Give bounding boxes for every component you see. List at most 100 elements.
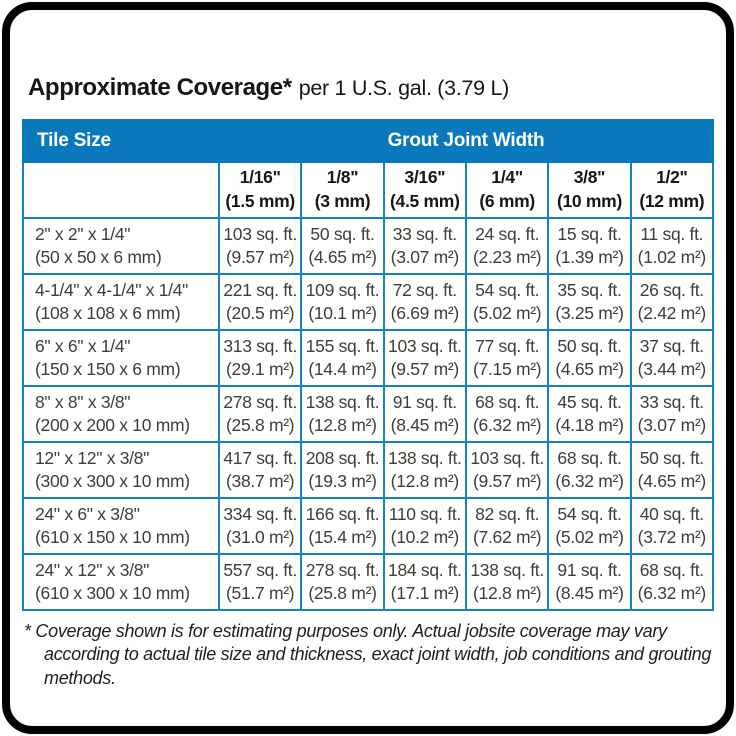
table-row: 2" x 2" x 1/4" (50 x 50 x 6 mm) 103 sq. ft… (22, 217, 715, 275)
coverage-m2: (4.65 m²) (637, 471, 707, 491)
coverage-cell: 54 sq. ft. (5.02 m²) (547, 497, 632, 555)
coverage-sqft: 82 sq. ft. (475, 503, 540, 524)
coverage-m2: (17.1 m²) (390, 583, 460, 603)
coverage-cell: 24 sq. ft. (2.23 m²) (464, 217, 550, 275)
coverage-sqft: 24 sq. ft. (475, 223, 540, 244)
grout-width-column-header: 1/8" (3 mm) (300, 161, 385, 219)
coverage-cell: 334 sq. ft. (31.0 m²) (217, 497, 303, 555)
coverage-sqft: 557 sq. ft. (223, 559, 297, 580)
coverage-m2: (2.23 m²) (473, 247, 542, 267)
coverage-cell: 26 sq. ft. (2.42 m²) (629, 273, 715, 331)
coverage-cell: 82 sq. ft. (7.62 m²) (464, 497, 550, 555)
coverage-sqft: 103 sq. ft. (470, 447, 544, 468)
coverage-sqft: 68 sq. ft. (639, 559, 704, 580)
column-width-inches: 1/4" (491, 167, 523, 188)
coverage-sqft: 166 sq. ft. (305, 503, 380, 524)
column-width-mm: (12 mm) (639, 191, 705, 211)
coverage-sqft: 11 sq. ft. (640, 223, 704, 244)
coverage-m2: (31.0 m²) (226, 527, 295, 547)
coverage-m2: (12.8 m²) (473, 583, 542, 603)
coverage-cell: 37 sq. ft. (3.44 m²) (629, 329, 715, 387)
title-main: Approximate Coverage* (28, 74, 292, 101)
coverage-cell: 33 sq. ft. (3.07 m²) (382, 217, 467, 275)
coverage-cell: 109 sq. ft. (10.1 m²) (300, 273, 385, 331)
coverage-sqft: 54 sq. ft. (475, 279, 540, 300)
tile-size-inches: 12" x 12" x 3/8" (35, 447, 150, 468)
column-header-row: 1/16" (1.5 mm) 1/8" (3 mm) 3/16" (4.5 mm) 1/4"… (22, 161, 715, 219)
tile-size-mm: (610 x 300 x 10 mm) (35, 583, 190, 603)
coverage-m2: (14.4 m²) (308, 359, 377, 379)
tile-size-mm: (200 x 200 x 10 mm) (35, 415, 190, 435)
tile-size-mm: (108 x 108 x 6 mm) (35, 303, 181, 323)
coverage-sqft: 110 sq. ft. (388, 503, 462, 524)
table-row: 24" x 6" x 3/8" (610 x 150 x 10 mm) 334 sq… (22, 497, 715, 555)
coverage-cell: 184 sq. ft. (17.1 m²) (382, 553, 467, 611)
coverage-cell: 91 sq. ft. (8.45 m²) (547, 553, 632, 611)
tile-size-cell: 8" x 8" x 3/8" (200 x 200 x 10 mm) (22, 385, 220, 443)
table-row: 12" x 12" x 3/8" (300 x 300 x 10 mm) 417 s… (22, 441, 715, 499)
page-title: Approximate Coverage* per 1 U.S. gal. (3.… (28, 74, 509, 102)
tile-size-mm: (610 x 150 x 10 mm) (35, 527, 190, 547)
coverage-m2: (1.02 m²) (637, 247, 707, 267)
coverage-sqft: 91 sq. ft. (557, 559, 622, 580)
coverage-cell: 278 sq. ft. (25.8 m²) (300, 553, 385, 611)
coverage-cell: 91 sq. ft. (8.45 m²) (382, 385, 467, 443)
coverage-sqft: 26 sq. ft. (639, 279, 704, 300)
coverage-sqft: 138 sq. ft. (305, 391, 380, 412)
tile-size-mm: (50 x 50 x 6 mm) (35, 247, 162, 267)
coverage-m2: (7.15 m²) (473, 359, 542, 379)
coverage-cell: 138 sq. ft. (12.8 m²) (464, 553, 550, 611)
coverage-sqft: 278 sq. ft. (223, 391, 297, 412)
coverage-cell: 68 sq. ft. (6.32 m²) (547, 441, 632, 499)
coverage-sqft: 103 sq. ft. (223, 223, 297, 244)
coverage-cell: 221 sq. ft. (20.5 m²) (217, 273, 303, 331)
tile-size-cell: 2" x 2" x 1/4" (50 x 50 x 6 mm) (22, 217, 220, 275)
coverage-m2: (25.8 m²) (308, 583, 377, 603)
coverage-cell: 138 sq. ft. (12.8 m²) (300, 385, 385, 443)
coverage-sqft: 417 sq. ft. (223, 447, 297, 468)
coverage-cell: 54 sq. ft. (5.02 m²) (464, 273, 550, 331)
tile-size-inches: 6" x 6" x 1/4" (35, 335, 131, 356)
coverage-cell: 110 sq. ft. (10.2 m²) (382, 497, 467, 555)
tile-size-inches: 4-1/4" x 4-1/4" x 1/4" (35, 279, 189, 300)
coverage-m2: (3.72 m²) (637, 527, 707, 547)
column-width-mm: (10 mm) (556, 191, 622, 211)
coverage-m2: (6.32 m²) (637, 583, 707, 603)
coverage-sqft: 91 sq. ft. (392, 391, 457, 412)
coverage-sqft: 155 sq. ft. (305, 335, 380, 356)
coverage-sqft: 15 sq. ft. (557, 223, 622, 244)
coverage-sqft: 221 sq. ft. (223, 279, 297, 300)
coverage-m2: (4.65 m²) (555, 359, 624, 379)
column-width-inches: 1/8" (326, 167, 359, 188)
coverage-m2: (5.02 m²) (473, 303, 542, 323)
coverage-sqft: 278 sq. ft. (305, 559, 380, 580)
coverage-m2: (20.5 m²) (226, 303, 295, 323)
coverage-m2: (7.62 m²) (473, 527, 542, 547)
coverage-sqft: 109 sq. ft. (305, 279, 380, 300)
coverage-m2: (2.42 m²) (637, 303, 707, 323)
coverage-m2: (6.69 m²) (390, 303, 460, 323)
coverage-cell: 77 sq. ft. (7.15 m²) (464, 329, 550, 387)
grout-width-column-header: 1/2" (12 mm) (629, 161, 715, 219)
table-row: 4-1/4" x 4-1/4" x 1/4" (108 x 108 x 6 mm)… (22, 273, 715, 331)
coverage-m2: (9.57 m²) (226, 247, 295, 267)
coverage-sqft: 68 sq. ft. (557, 447, 622, 468)
coverage-cell: 15 sq. ft. (1.39 m²) (547, 217, 632, 275)
coverage-m2: (29.1 m²) (226, 359, 295, 379)
tile-size-header: Tile Size (22, 119, 220, 163)
footnote: * Coverage shown is for estimating purpo… (24, 621, 712, 688)
coverage-m2: (15.4 m²) (308, 527, 377, 547)
coverage-m2: (3.07 m²) (390, 247, 460, 267)
tile-size-inches: 8" x 8" x 3/8" (35, 391, 131, 412)
grout-width-column-header: 3/8" (10 mm) (547, 161, 632, 219)
coverage-cell: 208 sq. ft. (19.3 m²) (300, 441, 385, 499)
coverage-m2: (8.45 m²) (555, 583, 624, 603)
coverage-sqft: 45 sq. ft. (557, 391, 622, 412)
coverage-cell: 166 sq. ft. (15.4 m²) (300, 497, 385, 555)
coverage-m2: (3.07 m²) (637, 415, 707, 435)
tile-size-cell: 12" x 12" x 3/8" (300 x 300 x 10 mm) (22, 441, 220, 499)
coverage-m2: (25.8 m²) (226, 415, 295, 435)
tile-size-inches: 24" x 6" x 3/8" (35, 503, 140, 524)
coverage-sqft: 138 sq. ft. (470, 559, 544, 580)
